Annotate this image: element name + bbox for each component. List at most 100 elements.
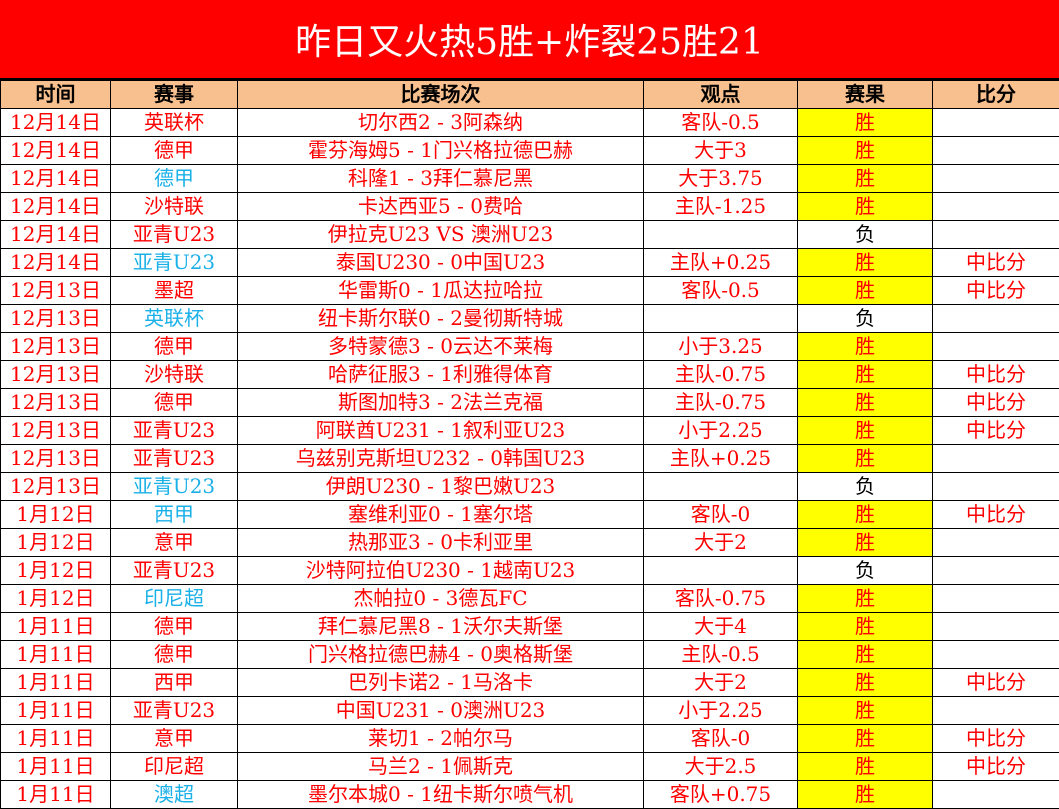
match-cell: 中国U231 - 0澳洲U23	[237, 696, 644, 725]
table-row: 12月13日 德甲 多特蒙德3 - 0云达不莱梅 小于3.25 胜	[0, 332, 1059, 361]
date-cell: 1月11日	[0, 612, 111, 641]
result-cell: 负	[797, 472, 933, 501]
result-cell: 胜	[797, 136, 933, 165]
result-cell: 胜	[797, 360, 933, 389]
score-cell	[932, 220, 1059, 249]
score-cell	[932, 444, 1059, 473]
table-row: 12月13日 英联杯 纽卡斯尔联0 - 2曼彻斯特城 负	[0, 304, 1059, 333]
table-row: 1月12日 亚青U23 沙特阿拉伯U230 - 1越南U23 负	[0, 556, 1059, 585]
match-cell: 泰国U230 - 0中国U23	[237, 248, 644, 277]
date-cell: 12月14日	[0, 164, 111, 193]
result-cell: 胜	[797, 668, 933, 697]
date-cell: 12月14日	[0, 108, 111, 137]
table-row: 1月11日 德甲 门兴格拉德巴赫4 - 0奥格斯堡 主队-0.5 胜	[0, 640, 1059, 669]
result-cell: 胜	[797, 752, 933, 781]
match-cell: 阿联酋U231 - 1叙利亚U23	[237, 416, 644, 445]
table-row: 1月11日 印尼超 马兰2 - 1佩斯克 大于2.5 胜中比分	[0, 752, 1059, 781]
match-cell: 杰帕拉0 - 3德瓦FC	[237, 584, 644, 613]
pick-cell	[643, 472, 798, 501]
pick-cell: 大于4	[643, 612, 798, 641]
pick-cell	[643, 220, 798, 249]
match-cell: 纽卡斯尔联0 - 2曼彻斯特城	[237, 304, 644, 333]
result-cell: 胜	[797, 528, 933, 557]
league-cell: 德甲	[110, 388, 238, 417]
league-cell: 澳超	[110, 780, 238, 809]
pick-cell: 大于2	[643, 668, 798, 697]
league-cell: 西甲	[110, 668, 238, 697]
pick-cell: 主队-1.25	[643, 192, 798, 221]
result-cell: 胜	[797, 696, 933, 725]
match-cell: 莱切1 - 2帕尔马	[237, 724, 644, 753]
result-cell: 胜	[797, 500, 933, 529]
table-row: 12月14日 德甲 霍芬海姆5 - 1门兴格拉德巴赫 大于3 胜	[0, 136, 1059, 165]
match-cell: 乌兹别克斯坦U232 - 0韩国U23	[237, 444, 644, 473]
date-cell: 1月12日	[0, 556, 111, 585]
pick-cell: 主队-0.5	[643, 640, 798, 669]
pick-cell: 主队-0.75	[643, 388, 798, 417]
result-cell: 胜	[797, 248, 933, 277]
table-row: 12月14日 德甲 科隆1 - 3拜仁慕尼黑 大于3.75 胜	[0, 164, 1059, 193]
league-cell: 意甲	[110, 528, 238, 557]
match-cell: 哈萨征服3 - 1利雅得体育	[237, 360, 644, 389]
pick-cell: 主队+0.25	[643, 444, 798, 473]
table-row: 1月11日 亚青U23 中国U231 - 0澳洲U23 小于2.25 胜	[0, 696, 1059, 725]
league-cell: 德甲	[110, 612, 238, 641]
header-result: 赛果	[797, 80, 933, 109]
score-cell	[932, 528, 1059, 557]
date-cell: 12月14日	[0, 192, 111, 221]
result-cell: 胜	[797, 780, 933, 809]
table-row: 1月12日 西甲 塞维利亚0 - 1塞尔塔 客队-0 胜中比分	[0, 500, 1059, 529]
table-row: 1月12日 印尼超 杰帕拉0 - 3德瓦FC 客队-0.75 胜	[0, 584, 1059, 613]
date-cell: 12月13日	[0, 360, 111, 389]
league-cell: 亚青U23	[110, 472, 238, 501]
score-cell	[932, 780, 1059, 809]
table-row: 1月11日 德甲 拜仁慕尼黑8 - 1沃尔夫斯堡 大于4 胜	[0, 612, 1059, 641]
result-cell: 胜	[797, 164, 933, 193]
score-cell	[932, 108, 1059, 137]
score-cell	[932, 584, 1059, 613]
header-pick: 观点	[643, 80, 798, 109]
pick-cell: 大于3.75	[643, 164, 798, 193]
match-cell: 霍芬海姆5 - 1门兴格拉德巴赫	[237, 136, 644, 165]
pick-cell	[643, 556, 798, 585]
score-cell	[932, 472, 1059, 501]
league-cell: 德甲	[110, 136, 238, 165]
table-row: 1月11日 西甲 巴列卡诺2 - 1马洛卡 大于2 胜中比分	[0, 668, 1059, 697]
score-cell	[932, 164, 1059, 193]
date-cell: 12月13日	[0, 472, 111, 501]
table-row: 12月14日 沙特联 卡达西亚5 - 0费哈 主队-1.25 胜	[0, 192, 1059, 221]
date-cell: 12月14日	[0, 220, 111, 249]
result-cell: 负	[797, 556, 933, 585]
league-cell: 亚青U23	[110, 696, 238, 725]
result-cell: 胜	[797, 388, 933, 417]
table-row: 12月13日 亚青U23 乌兹别克斯坦U232 - 0韩国U23 主队+0.25 胜	[0, 444, 1059, 473]
match-cell: 塞维利亚0 - 1塞尔塔	[237, 500, 644, 529]
league-cell: 意甲	[110, 724, 238, 753]
score-cell	[932, 304, 1059, 333]
results-table: 时间 赛事 比赛场次 观点 赛果 比分 12月14日 英联杯 切尔西2 - 3阿森纳…	[0, 80, 1059, 809]
header-date: 时间	[0, 80, 111, 109]
date-cell: 12月13日	[0, 304, 111, 333]
table-row: 12月14日 亚青U23 伊拉克U23 VS 澳洲U23 负	[0, 220, 1059, 249]
pick-cell: 主队-0.75	[643, 360, 798, 389]
table-row: 12月13日 亚青U23 伊朗U230 - 1黎巴嫩U23 负	[0, 472, 1059, 501]
match-cell: 斯图加特3 - 2法兰克福	[237, 388, 644, 417]
table-row: 12月13日 墨超 华雷斯0 - 1瓜达拉哈拉 客队-0.5 胜中比分	[0, 276, 1059, 305]
table-row: 12月14日 亚青U23 泰国U230 - 0中国U23 主队+0.25 胜中比分	[0, 248, 1059, 277]
pick-cell: 主队+0.25	[643, 248, 798, 277]
league-cell: 沙特联	[110, 360, 238, 389]
score-cell: 中比分	[932, 360, 1059, 389]
league-cell: 亚青U23	[110, 248, 238, 277]
pick-cell	[643, 304, 798, 333]
table-row: 1月11日 意甲 莱切1 - 2帕尔马 客队-0 胜中比分	[0, 724, 1059, 753]
pick-cell: 小于3.25	[643, 332, 798, 361]
table-row: 1月12日 意甲 热那亚3 - 0卡利亚里 大于2 胜	[0, 528, 1059, 557]
score-cell: 中比分	[932, 752, 1059, 781]
date-cell: 1月12日	[0, 528, 111, 557]
league-cell: 印尼超	[110, 752, 238, 781]
table-row: 12月14日 英联杯 切尔西2 - 3阿森纳 客队-0.5 胜	[0, 108, 1059, 137]
pick-cell: 大于3	[643, 136, 798, 165]
result-cell: 胜	[797, 108, 933, 137]
result-cell: 胜	[797, 640, 933, 669]
date-cell: 12月13日	[0, 444, 111, 473]
